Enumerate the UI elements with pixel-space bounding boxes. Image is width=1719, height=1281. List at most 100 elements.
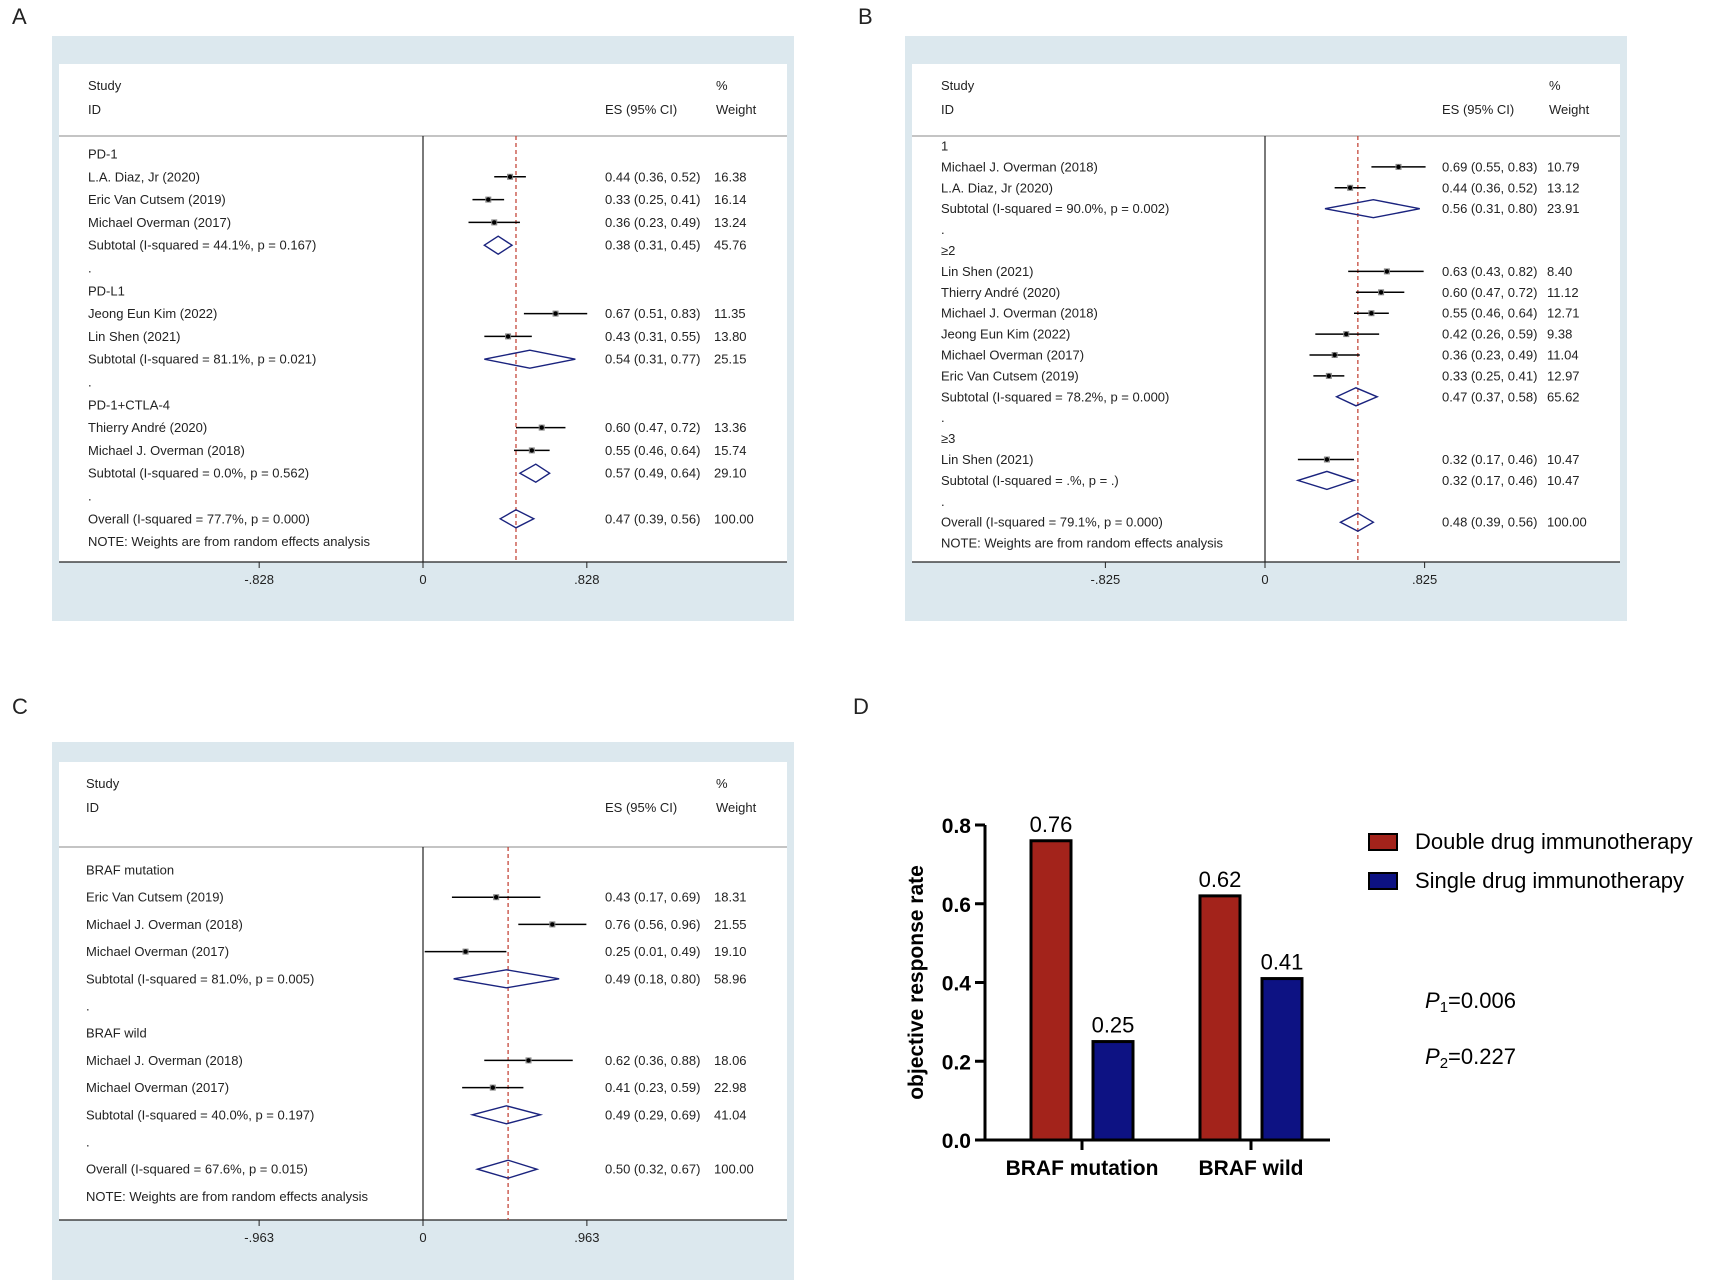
forest-plot-c: Study ID ES (95% CI)% Weight -.963 0 .963 BRAF … [52,742,794,1280]
pooled-diamond [469,1105,544,1125]
point-estimate [490,1085,495,1090]
pooled-diamond [1338,512,1375,532]
panel-letter-c: C [12,694,28,719]
row-label-subtotal: Overall (I-squared = 67.6%, p = 0.015) [86,1162,308,1177]
es-ci-text: 0.56 (0.31, 0.80) [1442,201,1537,216]
legend-swatch [1368,872,1398,890]
es-ci-text: 0.32 (0.17, 0.46) [1442,452,1537,467]
header-weight: Weight [716,102,757,117]
x-category-label: BRAF wild [1199,1157,1304,1180]
row-label-group: PD-1+CTLA-4 [88,397,170,412]
plot-area [912,64,1620,562]
row-label-subtotal: Overall (I-squared = 77.7%, p = 0.000) [88,511,310,526]
pooled-diamond [474,1159,540,1179]
point-estimate [492,220,497,225]
weight-text: 11.35 [714,306,746,321]
weight-text: 10.47 [1547,452,1580,467]
row-label-study: Michael J. Overman (2018) [88,443,245,458]
row-label-dot: . [941,222,945,237]
panel-letter-a: A [12,4,27,29]
header-es: ES (95% CI) [605,800,677,815]
p-value-annotation: P2=0.227 [1425,1044,1516,1072]
bar-value-label: 0.76 [1030,812,1073,837]
header-weight: Weight [716,800,757,815]
header-es: ES (95% CI) [1442,102,1514,117]
weight-text: 18.06 [714,1053,747,1068]
row-label-study: Eric Van Cutsem (2019) [941,368,1079,383]
x-tick-label: -.828 [244,572,274,587]
weight-text: 100.00 [714,511,754,526]
es-ci-text: 0.55 (0.46, 0.64) [1442,306,1537,321]
pooled-diamond [453,969,560,989]
weight-text: 18.31 [714,890,747,905]
row-label-study: L.A. Diaz, Jr (2020) [88,169,200,184]
es-ci-text: 0.38 (0.31, 0.45) [605,238,700,253]
header-id: ID [86,800,99,815]
point-estimate [1396,164,1401,170]
row-label-group: PD-L1 [88,283,125,298]
point-estimate [539,425,544,430]
forest-plot-b-svg: Study ID ES (95% CI)% Weight -.825 0 .825 1 Mich… [912,64,1620,587]
es-ci-text: 0.54 (0.31, 0.77) [605,352,700,367]
point-estimate [1332,352,1337,358]
header-study: Study [88,78,122,93]
row-label-group: BRAF wild [86,1026,147,1041]
legend-swatch [1368,833,1398,851]
row-label-dot: . [86,1135,90,1150]
point-estimate [463,949,468,954]
x-tick-label: .828 [574,572,599,587]
weight-text: 19.10 [714,944,747,959]
row-label-dot: . [88,489,92,504]
es-ci-text: 0.62 (0.36, 0.88) [605,1053,700,1068]
row-label-note: NOTE: Weights are from random effects an… [941,536,1224,551]
row-label-study: Lin Shen (2021) [941,264,1034,279]
x-tick-label: 0 [419,1230,426,1245]
point-estimate [1326,373,1332,379]
legend-label: Double drug immunotherapy [1415,829,1693,854]
row-label-note: NOTE: Weights are from random effects an… [86,1189,369,1204]
y-tick-label: 0.2 [942,1051,971,1074]
weight-text: 13.80 [714,329,747,344]
row-label-subtotal: Subtotal (I-squared = 81.1%, p = 0.021) [88,352,316,367]
point-estimate [507,174,513,179]
weight-text: 10.79 [1547,159,1580,174]
row-label-study: Michael Overman (2017) [941,348,1084,363]
row-label-dot: . [941,494,945,509]
es-ci-text: 0.48 (0.39, 0.56) [1442,515,1537,530]
header-id: ID [88,102,101,117]
x-category-label: BRAF mutation [1006,1157,1159,1180]
y-tick-label: 0.0 [942,1130,971,1153]
weight-text: 15.74 [714,443,747,458]
row-label-study: Thierry André (2020) [88,420,207,435]
row-label-study: Jeong Eun Kim (2022) [941,327,1070,342]
bar [1091,1040,1135,1142]
pooled-diamond [498,509,536,529]
bar-chart-d: 0.0 0.2 0.4 0.6 0.8 objective response rate BR… [905,812,1693,1180]
x-tick-label: -.963 [244,1230,274,1245]
pooled-diamond [1324,198,1420,219]
es-ci-text: 0.57 (0.49, 0.64) [605,466,700,481]
row-label-dot: . [941,410,945,425]
header-percent: % [1549,78,1561,93]
es-ci-text: 0.43 (0.31, 0.55) [605,329,700,344]
row-label-dot: . [88,261,92,276]
header-percent: % [716,78,728,93]
es-ci-text: 0.43 (0.17, 0.69) [605,890,700,905]
bar-value-label: 0.25 [1092,1013,1135,1038]
es-ci-text: 0.47 (0.37, 0.58) [1442,389,1537,404]
point-estimate [553,311,558,316]
es-ci-text: 0.44 (0.36, 0.52) [1442,180,1537,195]
point-estimate [505,334,511,339]
legend-label: Single drug immunotherapy [1415,868,1684,893]
es-ci-text: 0.41 (0.23, 0.59) [605,1080,700,1095]
row-label-subtotal: Subtotal (I-squared = 90.0%, p = 0.002) [941,201,1169,216]
pooled-diamond [484,349,576,369]
es-ci-text: 0.33 (0.25, 0.41) [1442,368,1537,383]
row-label-study: Michael Overman (2017) [86,944,229,959]
row-label-subtotal: Overall (I-squared = 79.1%, p = 0.000) [941,515,1163,530]
es-ci-text: 0.32 (0.17, 0.46) [1442,473,1537,488]
pooled-diamond [518,463,551,484]
row-label-dot: . [86,999,90,1014]
row-label-subtotal: Subtotal (I-squared = 44.1%, p = 0.167) [88,238,316,253]
x-tick-label: 0 [419,572,426,587]
